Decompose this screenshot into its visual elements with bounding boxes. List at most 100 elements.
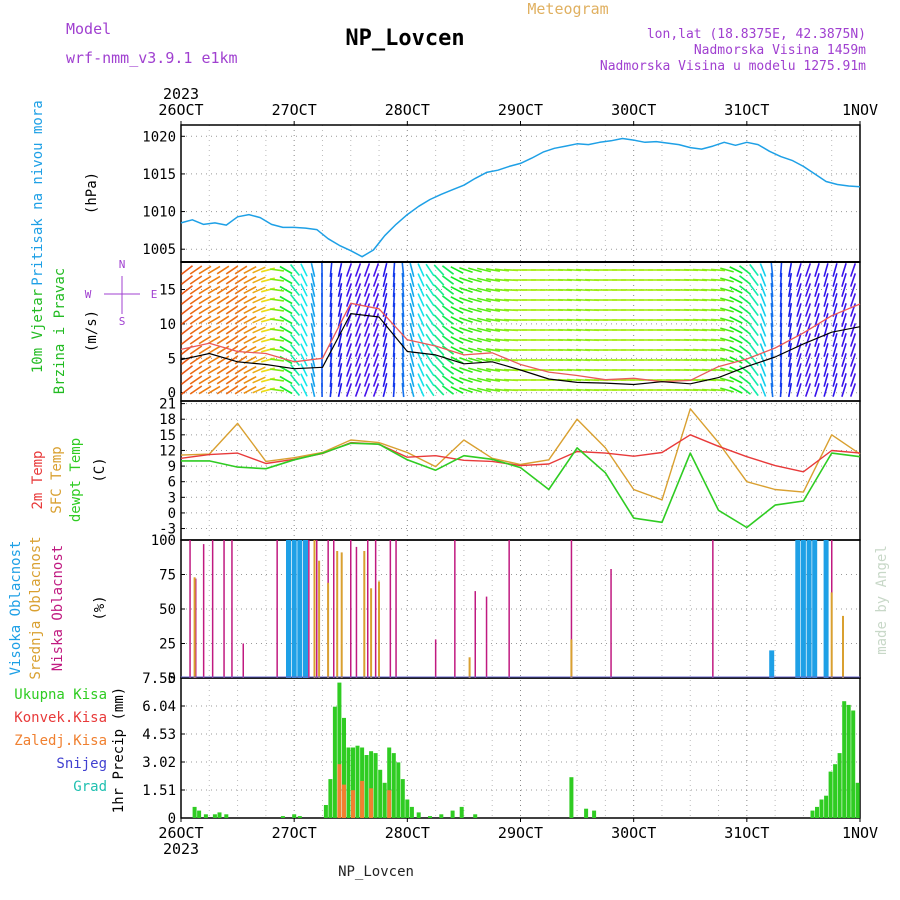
- wind-arrow: [804, 273, 812, 287]
- wind-arrow: [392, 382, 396, 398]
- wind-arrow: [382, 353, 388, 367]
- wind-arrow: [804, 383, 812, 397]
- y-tick-label: 0: [168, 386, 176, 402]
- wind-arrow: [739, 275, 751, 285]
- x-tick-label-bottom: 30OCT: [611, 824, 656, 842]
- cloud-bar-high: [823, 540, 829, 678]
- y-tick-label: 0: [168, 811, 176, 827]
- wind-arrow: [382, 383, 388, 397]
- cloud-bar-mid: [336, 551, 339, 678]
- wind-arrow: [279, 325, 293, 335]
- wind-arrow: [372, 313, 380, 327]
- wind-arrow: [252, 286, 266, 294]
- wind-arrow: [477, 267, 491, 273]
- wind-arrow: [468, 307, 482, 313]
- wind-arrow: [225, 295, 239, 305]
- wind-arrow: [485, 348, 501, 352]
- wind-arrow: [417, 293, 425, 307]
- wind-arrow: [216, 295, 230, 305]
- wind-arrow: [459, 316, 473, 324]
- model-name: wrf-nmm_v3.9.1 e1km: [66, 49, 238, 67]
- wind-arrow: [401, 292, 405, 308]
- wind-arrow: [433, 304, 445, 316]
- wind-arrow: [216, 345, 230, 355]
- wind-arrow: [252, 326, 266, 334]
- wind-arrow: [363, 283, 371, 297]
- wind-arrow: [796, 283, 802, 297]
- wind-arrow: [787, 382, 793, 398]
- wind-arrow: [759, 333, 767, 347]
- wind-arrow: [409, 342, 415, 358]
- cloud-bar-high: [291, 540, 297, 678]
- wind-arrow: [787, 372, 793, 388]
- wind-arrow: [477, 367, 491, 373]
- wind-arrow: [198, 315, 212, 325]
- x-tick-label-top: 1NOV: [842, 101, 878, 119]
- dewpt-ylabel: dewpt Temp: [68, 438, 84, 522]
- wind-arrow: [749, 273, 759, 287]
- x-tick-label-bottom: 28OCT: [385, 824, 430, 842]
- wind-arrow: [720, 267, 734, 273]
- wind-arrow: [181, 295, 193, 305]
- wind-arrow: [345, 273, 353, 287]
- wind-arrow: [269, 298, 285, 302]
- wind-arrow: [345, 373, 353, 387]
- y-tick-label: 21: [159, 397, 176, 413]
- wind-arrow: [207, 295, 221, 305]
- precip-bar: [342, 784, 346, 818]
- wind-arrow: [841, 263, 847, 277]
- wind-arrow: [759, 353, 767, 367]
- precip-bar: [405, 799, 410, 818]
- wind-arrow: [252, 366, 266, 374]
- wind-arrow: [329, 302, 333, 318]
- wind-arrow: [300, 343, 308, 357]
- wind-arrow: [459, 376, 473, 384]
- wind-arrow: [207, 305, 221, 315]
- wind-arrow: [243, 295, 257, 305]
- wind-arrow: [832, 373, 838, 387]
- wind-arrow: [485, 318, 501, 322]
- precip-bar: [810, 810, 815, 818]
- wind-arrow: [329, 332, 333, 348]
- wind-arrow: [300, 373, 308, 387]
- wind-arrow: [425, 263, 435, 277]
- wind-arrow: [823, 303, 829, 317]
- wind-arrow: [814, 263, 820, 277]
- wind-arrow: [243, 335, 257, 345]
- wind-arrow: [450, 356, 464, 364]
- precip-bar: [292, 814, 297, 818]
- wind-arrow: [710, 318, 726, 322]
- wind-arrow: [759, 273, 767, 287]
- cloud-bar-low: [485, 596, 488, 678]
- wind-arrow: [269, 378, 285, 382]
- wind-arrow: [216, 305, 230, 315]
- wind-arrow: [749, 283, 759, 297]
- wind-arrow: [189, 325, 203, 335]
- wind-arrow: [417, 333, 425, 347]
- wind-arrow: [787, 362, 793, 378]
- wind-arrow: [363, 373, 371, 387]
- wind-arrow: [310, 363, 316, 377]
- wind-arrow: [207, 375, 221, 385]
- wind-arrow: [417, 303, 425, 317]
- wind-arrow: [310, 323, 316, 337]
- wind-arrow: [849, 383, 857, 397]
- wind-arrow: [814, 343, 820, 357]
- wind-arrow: [345, 303, 353, 317]
- cloud-bar-mid: [570, 639, 573, 678]
- precip-bar: [332, 706, 337, 818]
- wind-arrow: [225, 325, 239, 335]
- wind-arrow: [450, 306, 464, 314]
- precip-bar: [342, 717, 346, 818]
- precip-bar: [409, 806, 414, 818]
- wind-arrow: [720, 327, 734, 333]
- wind-arrow: [234, 315, 248, 325]
- wind-arrow: [770, 282, 774, 298]
- wind-arrow: [804, 283, 812, 297]
- wind-arrow: [841, 313, 847, 327]
- x-tick-label-top: 31OCT: [724, 101, 769, 119]
- wind-arrow: [354, 313, 362, 327]
- wind-arrow: [832, 263, 838, 277]
- wind-arrow: [372, 303, 380, 317]
- wind-arrow: [372, 333, 380, 347]
